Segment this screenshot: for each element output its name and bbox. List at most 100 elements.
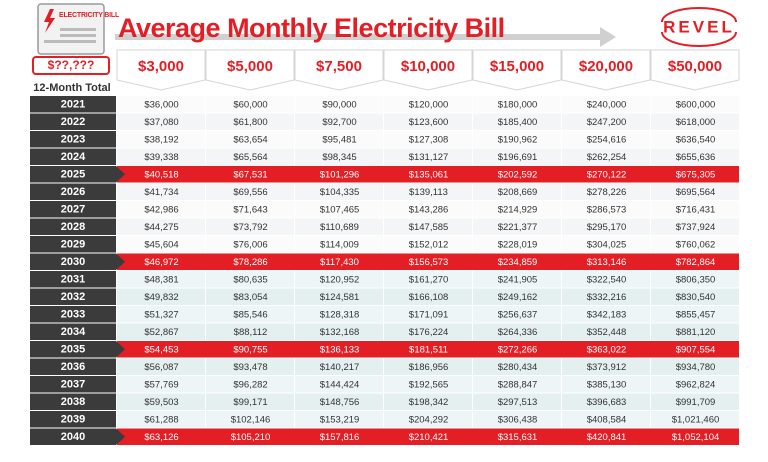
cell-value: $352,448 xyxy=(587,327,627,338)
row-background xyxy=(117,183,739,200)
column-header-cell xyxy=(561,49,651,91)
cell-value: $264,336 xyxy=(498,327,538,338)
column-header-cell xyxy=(650,49,740,91)
row-background xyxy=(117,323,739,340)
row-background xyxy=(117,236,739,253)
cell-value: $332,216 xyxy=(587,292,627,303)
year-label: 2037 xyxy=(61,379,85,391)
cell-value: $420,841 xyxy=(587,432,627,443)
year-cell xyxy=(30,131,116,148)
cell-value: $39,338 xyxy=(144,152,178,163)
cell-value: $36,000 xyxy=(144,99,178,110)
cell-value: $71,643 xyxy=(233,204,267,215)
cell-value: $991,709 xyxy=(676,397,716,408)
logo: REVEL xyxy=(663,17,735,36)
year-cell xyxy=(30,201,116,218)
cell-value: $56,087 xyxy=(144,362,178,373)
cell-value: $313,146 xyxy=(587,257,627,268)
cell-value: $208,669 xyxy=(498,187,538,198)
year-label: 2025 xyxy=(61,169,85,181)
cell-value: $180,000 xyxy=(498,99,538,110)
cell-value: $363,022 xyxy=(587,344,627,355)
cell-value: $144,424 xyxy=(320,379,360,390)
year-label: 2031 xyxy=(61,274,85,286)
year-label: 2028 xyxy=(61,221,85,233)
cell-value: $131,127 xyxy=(409,152,449,163)
cell-value: $288,847 xyxy=(498,379,538,390)
cell-value: $408,584 xyxy=(587,414,627,425)
cell-value: $161,270 xyxy=(409,274,449,285)
year-label: 2034 xyxy=(61,326,86,338)
cell-value: $272,266 xyxy=(498,344,538,355)
cell-value: $98,345 xyxy=(322,152,356,163)
column-header: $7,500 xyxy=(316,58,362,75)
cell-value: $60,000 xyxy=(233,99,267,110)
column-header: $20,000 xyxy=(579,58,633,75)
cell-value: $92,700 xyxy=(322,117,356,128)
year-cell xyxy=(30,323,116,340)
cell-value: $157,816 xyxy=(320,432,360,443)
table: $3,000 $5,000 $7,500 $10,000 $15,000 $20,000 $… xyxy=(30,49,740,445)
row-background xyxy=(117,288,739,305)
cell-value: $42,986 xyxy=(144,204,178,215)
cell-value: $117,430 xyxy=(320,257,359,268)
cell-value: $196,691 xyxy=(498,152,538,163)
cell-value: $93,478 xyxy=(233,362,267,373)
column-header: $50,000 xyxy=(668,58,722,75)
cell-value: $128,318 xyxy=(320,309,360,320)
row-pointer xyxy=(116,166,125,183)
cell-value: $190,962 xyxy=(498,134,538,145)
cell-value: $143,286 xyxy=(409,204,449,215)
year-cell xyxy=(30,393,116,410)
cell-value: $107,465 xyxy=(320,204,360,215)
row-background xyxy=(117,411,739,428)
cell-value: $342,183 xyxy=(587,309,627,320)
highlight-row xyxy=(117,341,739,358)
cell-value: $83,054 xyxy=(233,292,267,303)
year-label: 2033 xyxy=(61,309,85,321)
cell-value: $73,792 xyxy=(233,222,267,233)
cell-value: $61,288 xyxy=(144,414,178,425)
cell-value: $90,755 xyxy=(233,344,267,355)
highlight-row xyxy=(117,253,739,270)
cell-value: $139,113 xyxy=(409,187,448,198)
cell-value: $41,734 xyxy=(144,187,178,198)
year-cell xyxy=(30,183,116,200)
cell-value: $247,200 xyxy=(587,117,627,128)
cell-value: $78,286 xyxy=(233,257,267,268)
cell-value: $95,481 xyxy=(322,134,356,145)
cell-value: $737,924 xyxy=(676,222,716,233)
year-label: 2032 xyxy=(61,291,85,303)
cell-value: $306,438 xyxy=(498,414,538,425)
cell-value: $214,929 xyxy=(498,204,538,215)
cell-value: $176,224 xyxy=(409,327,449,338)
cell-value: $830,540 xyxy=(676,292,716,303)
year-label: 2035 xyxy=(61,344,85,356)
cell-value: $1,052,104 xyxy=(672,432,720,443)
cell-value: $96,282 xyxy=(233,379,267,390)
cell-value: $636,540 xyxy=(676,134,716,145)
cell-value: $254,616 xyxy=(587,134,627,145)
cell-value: $63,654 xyxy=(233,134,267,145)
cell-value: $855,457 xyxy=(676,309,716,320)
cell-value: $234,859 xyxy=(498,257,538,268)
cell-value: $153,219 xyxy=(320,414,360,425)
row-background xyxy=(117,271,739,288)
year-cell xyxy=(30,271,116,288)
column-header: $15,000 xyxy=(490,58,544,75)
cell-value: $716,431 xyxy=(676,204,716,215)
row-header: 12-Month Total xyxy=(33,82,110,94)
cell-value: $46,972 xyxy=(144,257,178,268)
row-background xyxy=(117,131,739,148)
cell-value: $54,453 xyxy=(144,344,178,355)
column-header-cell xyxy=(294,49,384,91)
cell-value: $67,531 xyxy=(233,169,267,180)
column-header-cell xyxy=(383,49,473,91)
title: Average Monthly Electricity Bill xyxy=(118,13,505,43)
year-label: 2029 xyxy=(61,239,85,251)
cell-value: $297,513 xyxy=(498,397,538,408)
cell-value: $192,565 xyxy=(409,379,449,390)
cell-value: $124,581 xyxy=(320,292,360,303)
year-cell xyxy=(30,236,116,253)
cell-value: $322,540 xyxy=(587,274,627,285)
